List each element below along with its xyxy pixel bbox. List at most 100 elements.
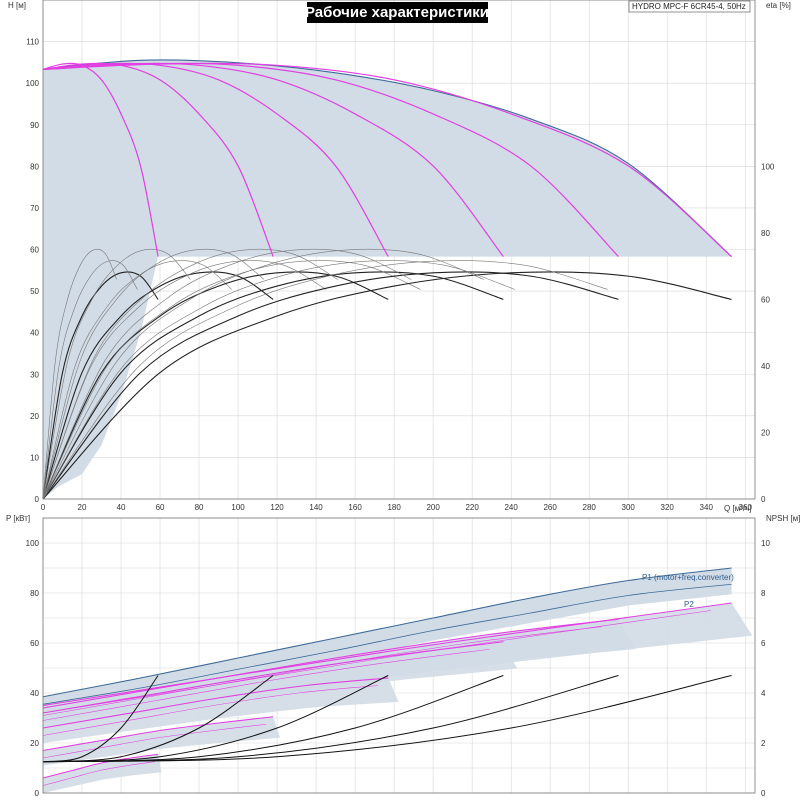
power-curve-variant [42, 685, 378, 736]
tick-eta: 0 [761, 495, 766, 504]
head-curve-6 [42, 62, 732, 258]
head-curve-2 [42, 62, 274, 257]
power-band-3 [43, 678, 399, 743]
tick-eta: 100 [761, 162, 775, 171]
chart-title: Рабочие характеристики [305, 4, 489, 21]
power-band-1 [43, 754, 162, 793]
tick-q: 360 [739, 503, 753, 512]
tick-h: 10 [30, 453, 39, 462]
tick-eta: 60 [761, 295, 770, 304]
tick-q: 240 [504, 503, 518, 512]
tick-h: 40 [30, 329, 39, 338]
tick-npsh: 4 [761, 689, 766, 698]
tick-q: 340 [700, 503, 714, 512]
efficiency-curve-1 [42, 271, 159, 500]
tick-h: 30 [30, 370, 39, 379]
tick-q: 20 [78, 503, 87, 512]
y-label-eta: eta [%] [766, 1, 791, 10]
y-label-h: H [м] [8, 1, 26, 10]
top-plot-frame [42, 0, 756, 500]
tick-p: 40 [30, 689, 39, 698]
power-curve-variant [42, 626, 602, 716]
tick-npsh: 10 [761, 539, 770, 548]
tick-eta: 20 [761, 428, 770, 437]
power-band-6 [43, 603, 753, 721]
power-curve-3 [42, 677, 389, 729]
tick-eta: 40 [761, 362, 770, 371]
series-label-p1: P1 (motor+freq.converter) [642, 573, 734, 582]
head-envelope-curve [42, 59, 732, 257]
power-curve-variant [42, 761, 155, 786]
tick-p: 100 [26, 539, 40, 548]
tick-p: 60 [30, 639, 39, 648]
power-envelope-band [43, 568, 732, 715]
power-curve-variant [42, 648, 490, 721]
tick-p: 80 [30, 589, 39, 598]
power-npsh-panel: 0 20 40 60 80 100 0 2 4 6 8 10 [26, 517, 770, 798]
tick-q: 60 [156, 503, 165, 512]
head-curve-3 [42, 62, 389, 257]
tick-h: 110 [26, 38, 39, 47]
power-curve-5 [42, 618, 619, 709]
tick-p: 20 [30, 739, 39, 748]
tick-q: 80 [195, 503, 204, 512]
operating-area [43, 59, 732, 499]
efficiency-curve-variant [42, 260, 138, 500]
tick-q: 320 [661, 503, 675, 512]
efficiency-curve-variant [42, 260, 608, 500]
tick-q: 260 [543, 503, 557, 512]
model-label-box [628, 0, 751, 13]
tick-h: 20 [30, 412, 39, 421]
head-efficiency-panel: 0 10 20 30 40 50 60 70 80 90 100 110 0 20 40 60 80 100 0 20… [26, 0, 775, 512]
bottom-plot-frame [42, 517, 756, 794]
power-curve-variant [42, 610, 711, 714]
tick-q: 120 [270, 503, 284, 512]
efficiency-curve-5 [42, 271, 619, 500]
efficiency-curve-6 [42, 271, 732, 500]
npsh-curve-6 [42, 675, 732, 763]
tick-h: 50 [30, 287, 39, 296]
tick-h: 80 [30, 162, 39, 171]
tick-h: 100 [26, 79, 40, 88]
y-label-npsh: NPSH [м] [766, 514, 800, 523]
tick-q: 200 [426, 503, 440, 512]
tick-npsh: 2 [761, 739, 766, 748]
tick-q: 180 [387, 503, 401, 512]
tick-q: 220 [465, 503, 479, 512]
model-label: HYDRO MPC-F 6CR45-4, 50Hz [632, 2, 746, 11]
y-label-p: P [кВт] [6, 514, 30, 523]
tick-q: 0 [41, 503, 46, 512]
head-curve-1 [42, 62, 159, 257]
power-p1-curve [42, 567, 732, 698]
tick-h: 70 [30, 204, 39, 213]
series-label-p2: P2 [684, 600, 694, 609]
efficiency-curve-3 [42, 271, 389, 500]
tick-q: 160 [348, 503, 362, 512]
efficiency-curve-4 [42, 271, 504, 500]
tick-q: 140 [309, 503, 323, 512]
efficiency-curve-variant [42, 248, 265, 500]
tick-q: 100 [231, 503, 245, 512]
tick-h: 60 [30, 246, 39, 255]
title-background [307, 2, 488, 23]
power-curve-1 [42, 753, 159, 779]
tick-h: 90 [30, 121, 39, 130]
efficiency-curve-variant [42, 248, 412, 500]
tick-eta: 80 [761, 229, 770, 238]
head-curve-4 [42, 62, 504, 257]
efficiency-curve-variant [42, 248, 117, 500]
efficiency-curve-variant [42, 248, 338, 500]
tick-npsh: 0 [761, 789, 766, 798]
power-band-2 [43, 716, 281, 766]
efficiency-curve-variant [42, 260, 327, 500]
efficiency-curve-variant [42, 248, 484, 500]
tick-q: 40 [117, 503, 126, 512]
power-curve-6 [42, 602, 732, 707]
power-p2-curve [42, 583, 732, 705]
efficiency-curve-variant [42, 260, 515, 500]
tick-npsh: 8 [761, 589, 766, 598]
tick-npsh: 6 [761, 639, 766, 648]
efficiency-curve-variant [42, 260, 232, 500]
tick-q: 300 [622, 503, 636, 512]
